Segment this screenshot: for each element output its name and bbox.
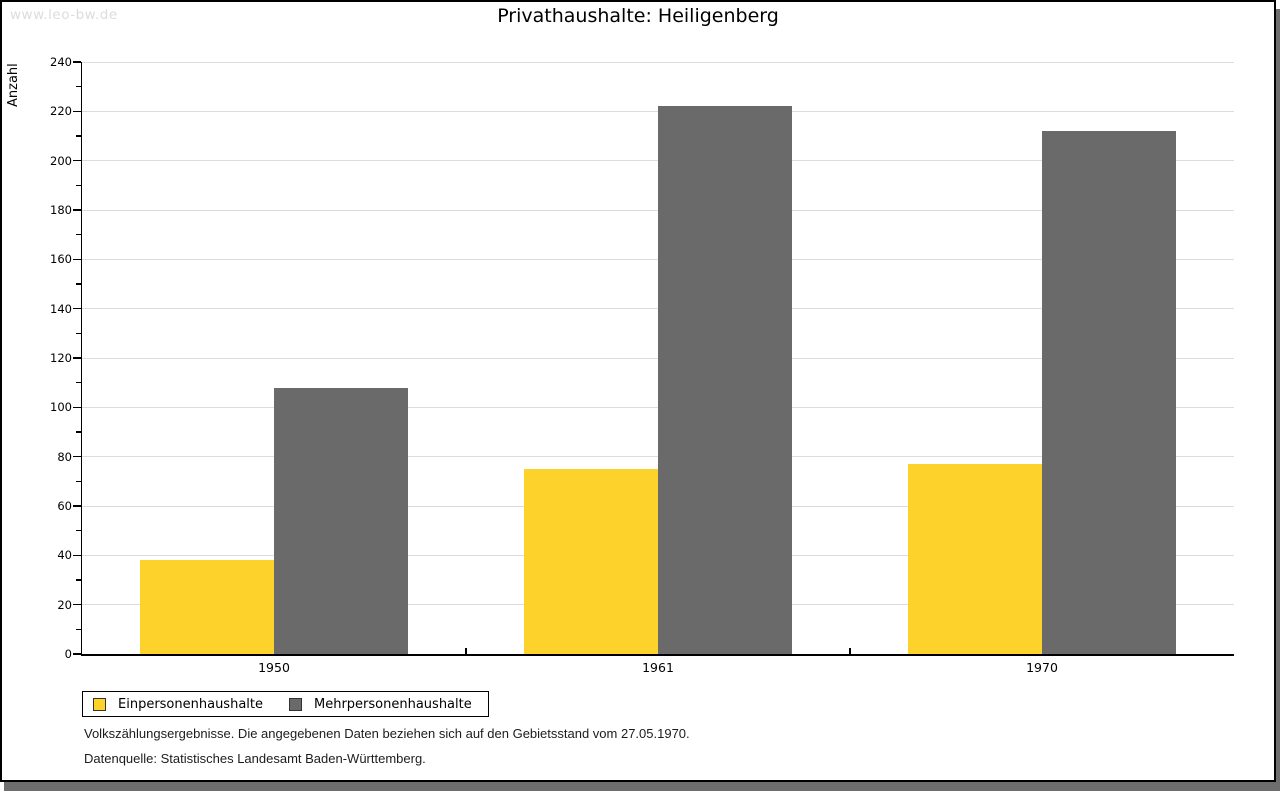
watermark-text: www.leo-bw.de <box>10 7 118 23</box>
y-tick <box>73 308 81 310</box>
y-tick <box>73 604 81 606</box>
legend-item-mehrpersonenhaushalte: Mehrpersonenhaushalte <box>289 697 472 712</box>
y-tick-label: 240 <box>50 55 72 69</box>
y-tick <box>76 184 81 186</box>
y-tick-label: 20 <box>57 597 72 612</box>
y-tick-label: 60 <box>57 499 72 513</box>
y-tick-label: 100 <box>50 400 72 415</box>
bar-mehrpersonenhaushalte-1950 <box>274 387 408 654</box>
y-axis-line <box>80 62 82 656</box>
x-axis-line <box>80 654 1234 656</box>
y-tick <box>73 258 81 260</box>
y-tick-label: 80 <box>57 449 72 464</box>
chart-title: Privathaushalte: Heiligenberg <box>497 5 779 27</box>
x-tick <box>849 648 851 654</box>
x-axis-label: 1970 <box>1026 660 1058 675</box>
y-tick-label: 120 <box>50 351 72 365</box>
bar-mehrpersonenhaushalte-1961 <box>658 106 792 654</box>
footnote-line-1: Volkszählungsergebnisse. Die angegebenen… <box>84 726 690 741</box>
legend-label: Einpersonenhaushalte <box>118 696 263 712</box>
y-tick-label: 0 <box>64 647 72 661</box>
y-tick <box>76 628 81 630</box>
y-tick <box>76 283 81 285</box>
y-tick-label: 140 <box>50 301 72 316</box>
y-tick <box>76 431 81 433</box>
y-tick-label: 160 <box>50 252 72 267</box>
y-tick-label: 220 <box>50 104 72 119</box>
y-tick <box>76 480 81 482</box>
bar-mehrpersonenhaushalte-1970 <box>1042 131 1176 654</box>
y-tick <box>73 554 81 556</box>
y-tick <box>73 456 81 458</box>
y-tick <box>76 332 81 334</box>
y-tick <box>73 505 81 507</box>
y-tick <box>73 653 81 655</box>
y-tick <box>76 234 81 236</box>
legend-swatch-einpersonenhaushalte-icon <box>93 697 106 711</box>
x-axis-label: 1950 <box>258 660 290 675</box>
legend-label: Mehrpersonenhaushalte <box>314 696 472 712</box>
y-tick <box>76 382 81 384</box>
plot-area: 0 20 40 60 80 100 120 140 160 180 200 220 240 1950 196… <box>50 55 1234 675</box>
y-tick <box>73 406 81 408</box>
y-tick <box>76 579 81 581</box>
y-axis-label: Anzahl <box>6 63 21 107</box>
y-tick <box>73 61 81 63</box>
gridline <box>82 61 1234 63</box>
y-tick-label: 200 <box>50 153 72 168</box>
y-tick-label: 40 <box>57 548 72 563</box>
y-tick <box>73 110 81 112</box>
y-tick-label: 180 <box>50 203 72 217</box>
y-tick <box>73 357 81 359</box>
legend-item-einpersonenhaushalte: Einpersonenhaushalte <box>93 697 263 712</box>
y-tick <box>73 160 81 162</box>
y-tick <box>76 135 81 137</box>
bar-einpersonenhaushalte-1950 <box>140 560 274 654</box>
legend-swatch-mehrpersonenhaushalte-icon <box>289 697 302 711</box>
x-tick <box>465 648 467 654</box>
x-axis-label: 1961 <box>642 660 674 675</box>
y-tick <box>73 209 81 211</box>
bar-einpersonenhaushalte-1970 <box>908 464 1042 654</box>
y-tick <box>76 86 81 88</box>
legend: Einpersonenhaushalte Mehrpersonenhaushal… <box>82 691 489 717</box>
bar-einpersonenhaushalte-1961 <box>524 469 658 654</box>
y-tick <box>76 530 81 532</box>
footnote-line-2: Datenquelle: Statistisches Landesamt Bad… <box>84 751 426 766</box>
